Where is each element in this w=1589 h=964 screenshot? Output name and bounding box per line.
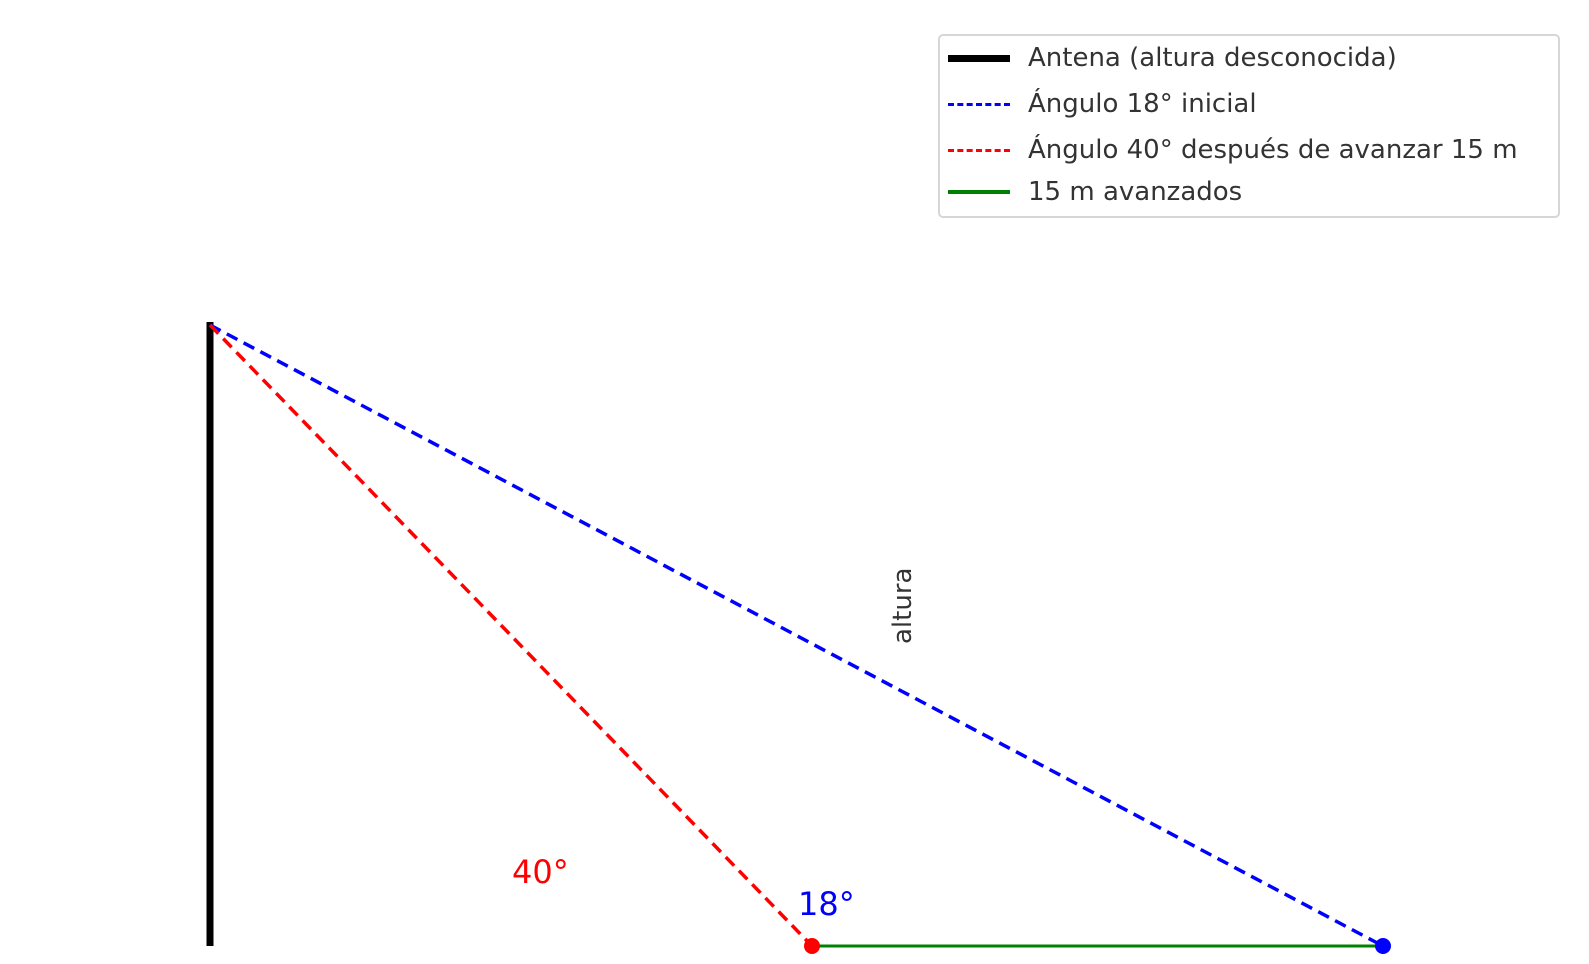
legend-swatch-distance xyxy=(948,190,1010,194)
legend-label-final-angle: Ángulo 40° después de avanzar 15 m xyxy=(1028,135,1518,165)
final-observer-point xyxy=(804,938,820,954)
legend-item-initial-angle: Ángulo 18° inicial xyxy=(940,86,1257,122)
legend-label-distance: 15 m avanzados xyxy=(1028,177,1243,207)
legend-swatch-initial-angle xyxy=(948,102,1010,106)
initial-sight-line-18 xyxy=(209,323,1384,948)
legend-item-final-angle: Ángulo 40° después de avanzar 15 m xyxy=(940,132,1518,168)
legend-label-initial-angle: Ángulo 18° inicial xyxy=(1028,89,1257,119)
legend-swatch-final-angle xyxy=(948,148,1010,152)
angle-18-label: 18° xyxy=(798,885,855,923)
legend-label-antenna: Antena (altura desconocida) xyxy=(1028,43,1397,73)
angle-40-label: 40° xyxy=(512,853,569,891)
final-sight-line-40 xyxy=(208,323,814,948)
legend-swatch-antenna xyxy=(948,54,1010,62)
legend: Antena (altura desconocida) Ángulo 18° i… xyxy=(938,34,1560,218)
legend-item-distance: 15 m avanzados xyxy=(940,174,1242,210)
legend-item-antenna: Antena (altura desconocida) xyxy=(940,40,1397,76)
height-label: altura xyxy=(888,568,918,644)
initial-observer-point xyxy=(1375,938,1391,954)
